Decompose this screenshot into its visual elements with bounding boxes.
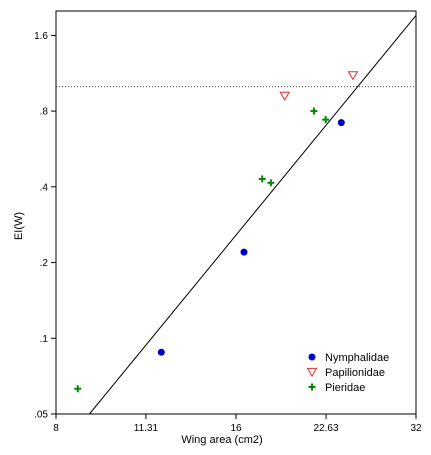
x-tick-label: 32 <box>410 423 422 434</box>
data-point-pieridae <box>267 179 275 187</box>
data-point-nymphalidae <box>337 119 345 127</box>
legend-label-pieridae: Pieridae <box>325 382 365 394</box>
points-layer <box>74 71 359 393</box>
x-axis-title: Wing area (cm2) <box>181 434 262 446</box>
data-point-pieridae <box>258 175 266 183</box>
fit-line <box>89 15 417 415</box>
axes-layer: 8 11.31 16 22.63 32 .05 .1 .2 .4 .8 1.6 <box>34 10 422 434</box>
y-tick-label: .2 <box>40 258 49 269</box>
data-point-papilionidae <box>279 91 291 101</box>
data-point-papilionidae <box>347 71 359 81</box>
legend-marker-papilionidae <box>306 367 318 378</box>
legend-label-papilionidae: Papilionidae <box>325 367 385 379</box>
x-tick-label: 8 <box>53 423 59 434</box>
data-point-nymphalidae <box>157 348 165 356</box>
data-point-nymphalidae <box>240 248 248 256</box>
x-tick-label: 16 <box>230 423 242 434</box>
y-tick-label: .8 <box>40 107 49 118</box>
data-point-pieridae <box>322 116 330 124</box>
legend-marker-nymphalidae <box>308 353 316 361</box>
data-point-pieridae <box>310 107 318 115</box>
y-tick-label: .4 <box>40 182 49 193</box>
legend-marker-pieridae <box>308 383 316 391</box>
legend: Nymphalidae Papilionidae Pieridae <box>306 352 389 394</box>
y-tick-label: 1.6 <box>34 31 48 42</box>
data-point-pieridae <box>74 385 82 393</box>
x-tick-label: 11.31 <box>134 423 159 434</box>
y-axis-title: EI(W) <box>13 212 25 240</box>
y-tick-label: .05 <box>34 410 48 421</box>
fit-layer <box>89 15 417 415</box>
x-tick-label: 22.63 <box>314 423 339 434</box>
y-tick-label: .1 <box>40 334 49 345</box>
legend-label-nymphalidae: Nymphalidae <box>325 352 389 364</box>
